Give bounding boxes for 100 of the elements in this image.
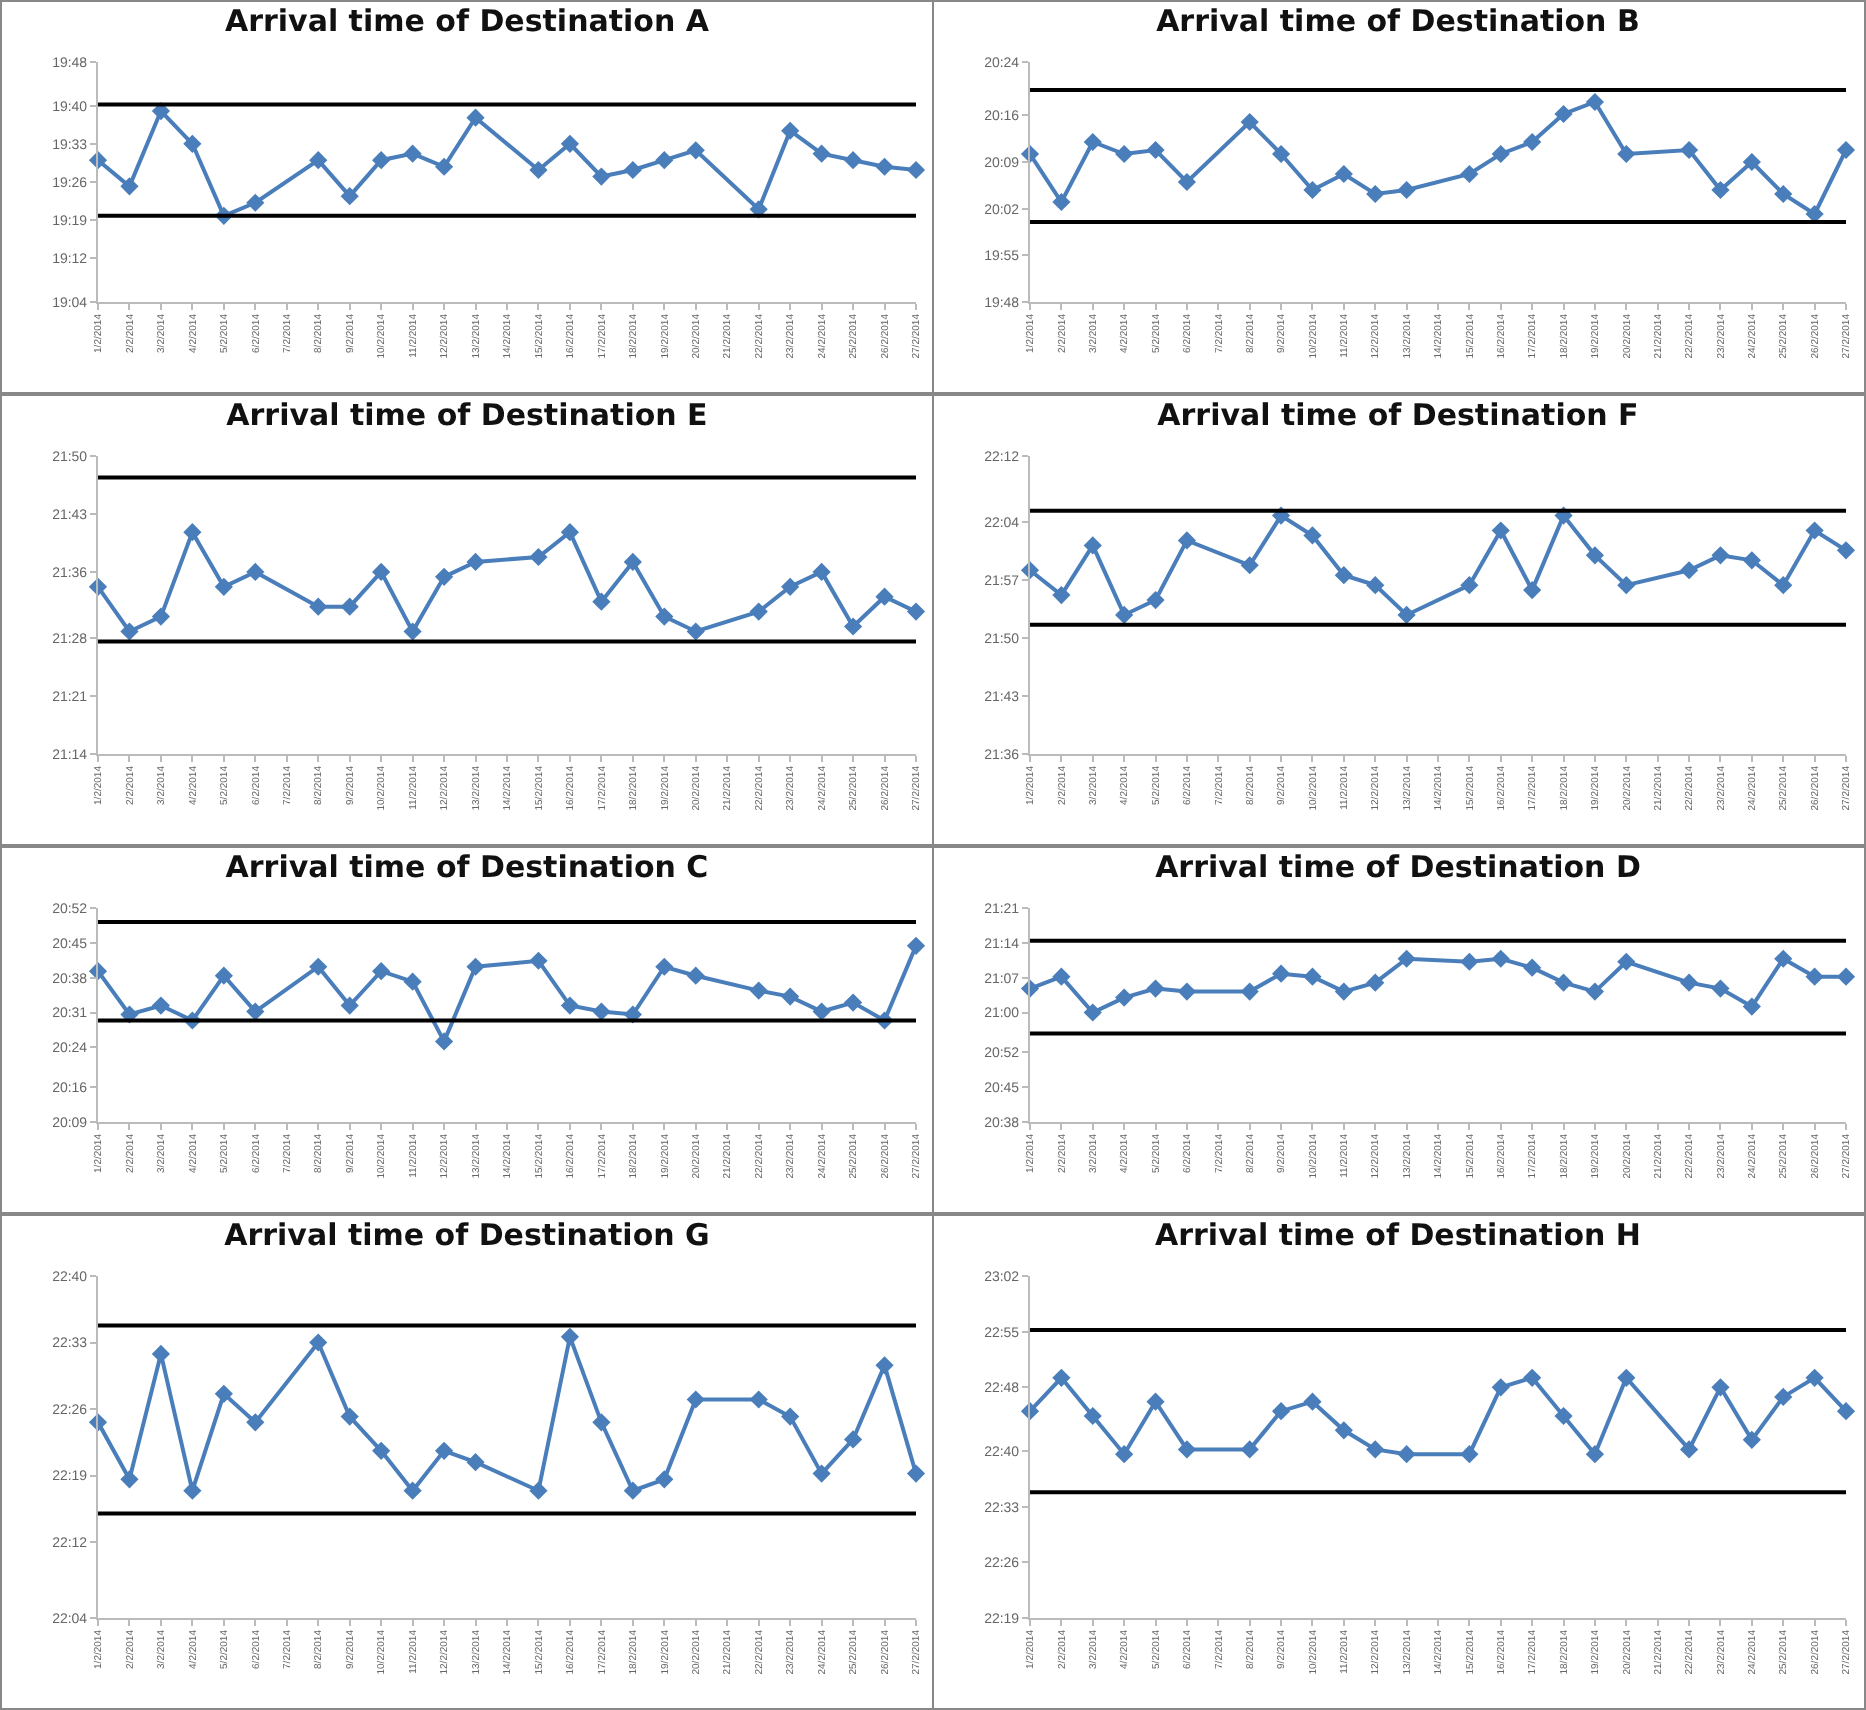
point xyxy=(906,936,926,955)
point xyxy=(529,1481,548,1500)
point xyxy=(1115,144,1134,164)
point xyxy=(1585,92,1605,112)
point xyxy=(183,1481,202,1500)
point xyxy=(1052,967,1071,986)
point xyxy=(183,134,202,153)
point xyxy=(906,602,926,621)
point xyxy=(246,1413,265,1432)
point xyxy=(1303,180,1322,200)
point xyxy=(1083,1003,1102,1022)
point xyxy=(1711,546,1730,565)
point xyxy=(1679,973,1699,992)
point xyxy=(812,1464,831,1483)
point xyxy=(560,523,580,542)
point xyxy=(1146,1392,1165,1411)
point xyxy=(372,562,391,581)
point xyxy=(466,1453,485,1472)
point xyxy=(1177,1440,1197,1459)
point xyxy=(1240,1440,1259,1459)
chart-title: Arrival time of Destination C xyxy=(225,848,709,885)
point xyxy=(1742,152,1761,172)
point xyxy=(1303,967,1322,986)
chart-title: Arrival time of Destination D xyxy=(1155,848,1641,885)
point xyxy=(843,1430,863,1449)
point xyxy=(592,592,611,611)
point xyxy=(1083,1406,1102,1426)
point xyxy=(466,108,485,127)
point xyxy=(1523,581,1542,600)
point xyxy=(1115,605,1134,625)
point xyxy=(1711,979,1730,998)
point xyxy=(1460,952,1479,971)
point xyxy=(1397,1445,1416,1464)
point xyxy=(686,622,705,641)
point xyxy=(151,607,171,626)
point xyxy=(151,1344,171,1364)
point xyxy=(812,144,831,163)
point xyxy=(340,597,359,616)
point xyxy=(529,951,548,970)
point xyxy=(1523,1368,1542,1387)
point xyxy=(906,160,926,180)
point xyxy=(246,562,265,581)
point xyxy=(246,1002,265,1021)
point xyxy=(1460,576,1479,595)
point xyxy=(1554,1406,1573,1426)
point xyxy=(560,134,580,153)
point xyxy=(1052,192,1071,212)
chart-title: Arrival time of Destination A xyxy=(225,2,710,39)
point xyxy=(434,1032,454,1051)
point xyxy=(875,157,894,176)
point xyxy=(1240,982,1259,1001)
point xyxy=(655,957,674,976)
point xyxy=(372,151,391,170)
point xyxy=(1240,112,1259,132)
point xyxy=(686,966,705,985)
point xyxy=(1742,997,1761,1016)
point xyxy=(1397,605,1416,625)
point xyxy=(466,552,485,572)
point xyxy=(1617,144,1636,164)
point xyxy=(1742,1430,1761,1449)
point xyxy=(309,597,328,616)
point xyxy=(749,602,768,621)
point xyxy=(1460,164,1479,184)
point xyxy=(434,567,454,586)
point xyxy=(1366,576,1385,595)
chart-title: Arrival time of Destination E xyxy=(226,396,708,433)
point xyxy=(1146,590,1165,610)
point xyxy=(1020,144,1040,164)
point xyxy=(1334,1421,1353,1440)
point xyxy=(466,957,485,976)
chart-title: Arrival time of Destination B xyxy=(1156,2,1640,39)
point xyxy=(1774,184,1793,204)
point xyxy=(592,167,611,186)
point xyxy=(529,547,548,567)
point xyxy=(1491,144,1510,164)
point xyxy=(434,1441,454,1460)
point xyxy=(1303,526,1322,545)
point xyxy=(1774,949,1793,968)
point xyxy=(843,993,863,1012)
point xyxy=(655,1470,674,1489)
point xyxy=(309,151,328,170)
point xyxy=(623,1481,642,1500)
point xyxy=(403,144,422,163)
point xyxy=(1617,1368,1636,1387)
point xyxy=(1554,973,1573,992)
point xyxy=(812,1002,831,1021)
point xyxy=(1083,132,1102,152)
point xyxy=(781,1407,800,1426)
point xyxy=(843,617,863,636)
chart-title: Arrival time of Destination H xyxy=(1155,1216,1641,1253)
point xyxy=(686,1390,705,1409)
point xyxy=(875,1356,894,1375)
point xyxy=(1774,1387,1793,1406)
point xyxy=(1366,1440,1385,1459)
point xyxy=(1836,140,1856,160)
point xyxy=(623,160,642,180)
chart-title: Arrival time of Destination G xyxy=(224,1216,710,1253)
point xyxy=(340,996,359,1015)
point xyxy=(560,1327,580,1346)
point xyxy=(1491,521,1510,540)
